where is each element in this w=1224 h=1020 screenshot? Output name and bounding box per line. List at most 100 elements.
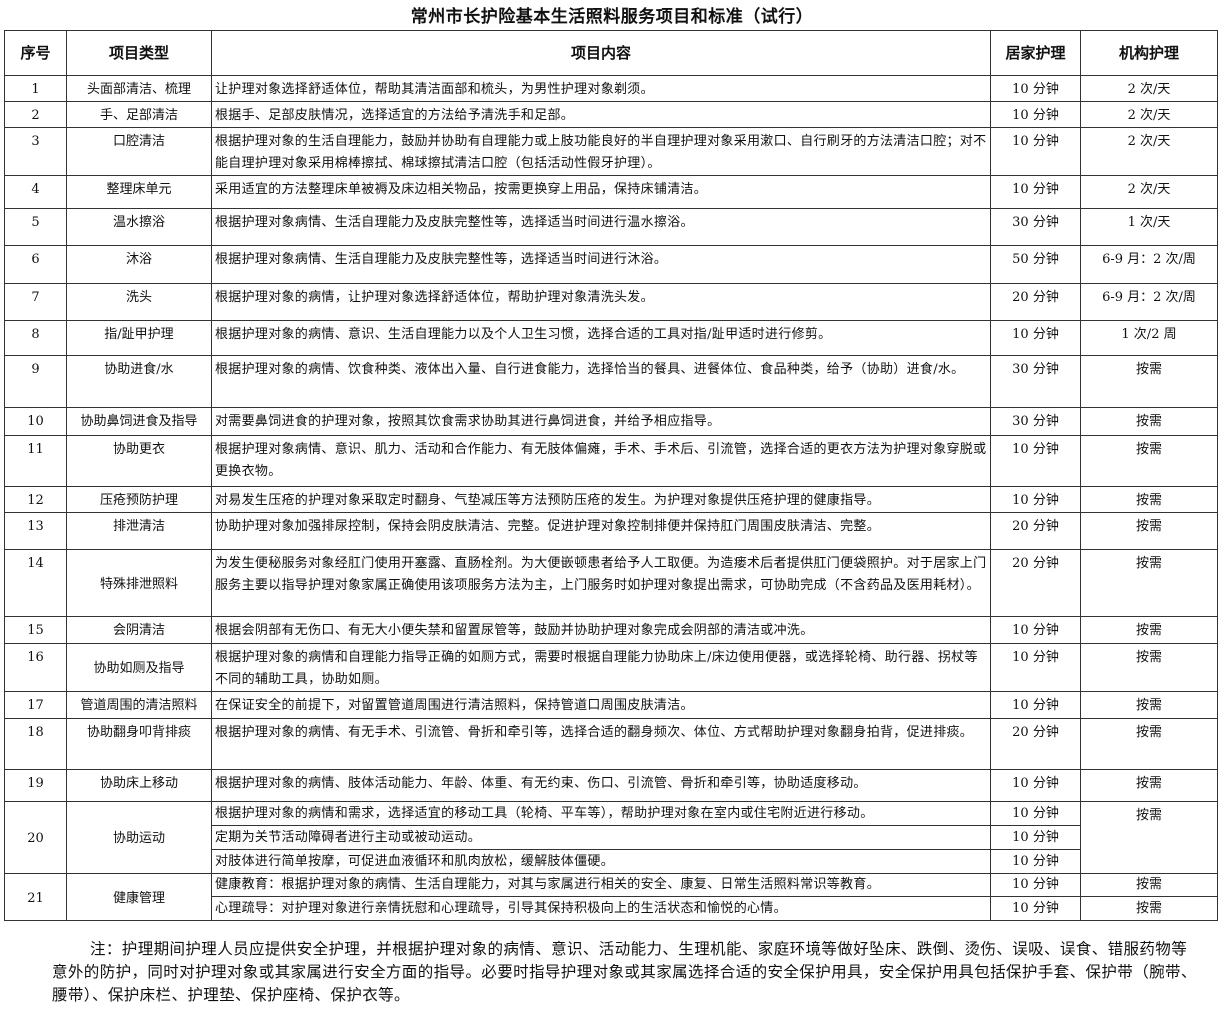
institution-care-frequency: 6-9 月：2 次/周 [1080, 283, 1218, 321]
item-content: 定期为关节活动障碍者进行主动或被动运动。 [211, 825, 991, 850]
item-content: 根据护理对象的病情、饮食种类、液体出入量、自行进食能力，选择恰当的餐具、进餐体位… [211, 355, 991, 408]
row-number: 5 [4, 208, 67, 246]
item-type: 排泄清洁 [66, 512, 212, 550]
home-care-duration: 10 分钟 [990, 873, 1081, 897]
row-number: 7 [4, 283, 67, 321]
institution-care-frequency: 按需 [1080, 896, 1218, 921]
home-care-duration: 50 分钟 [990, 245, 1081, 284]
item-content: 根据护理对象的病情、肢体活动能力、年龄、体重、有无约束、伤口、引流管、骨折和牵引… [211, 769, 991, 802]
item-content: 在保证安全的前提下，对留置管道周围进行清洁照料，保持管道口周围皮肤清洁。 [211, 691, 991, 719]
table-row: 20 协助运动 根据护理对象的病情和需求，选择适宜的移动工具（轮椅、平车等），帮助护… [4, 801, 1218, 874]
header-no: 序号 [4, 30, 67, 76]
home-care-duration: 10 分钟 [990, 127, 1081, 176]
row-number: 16 [4, 643, 67, 692]
item-content: 心理疏导：对护理对象进行亲情抚慰和心理疏导，引导其保持积极向上的生活状态和愉悦的… [211, 896, 991, 921]
row-number: 18 [4, 718, 67, 770]
home-care-duration: 30 分钟 [990, 355, 1081, 408]
item-type: 洗头 [66, 283, 212, 321]
table-row: 2 手、足部清洁 根据手、足部皮肤情况，选择适宜的方法给予清洗手和足部。 10 分钟 2… [4, 101, 1218, 128]
table-row: 14 特殊排泄照料 为发生便秘服务对象经肛门使用开塞露、直肠栓剂。为大便嵌顿患者给予… [4, 549, 1218, 617]
table-row: 心理疏导：对护理对象进行亲情抚慰和心理疏导，引导其保持积极向上的生活状态和愉悦的… [5, 896, 1218, 921]
item-content: 根据手、足部皮肤情况，选择适宜的方法给予清洗手和足部。 [211, 101, 991, 128]
item-type: 指/趾甲护理 [66, 320, 212, 356]
item-type: 协助床上移动 [66, 769, 212, 802]
home-care-duration: 20 分钟 [990, 718, 1081, 770]
item-type: 压疮预防护理 [66, 486, 212, 513]
item-content: 采用适宜的方法整理床单被褥及床边相关物品，按需更换穿上用品，保持床铺清洁。 [211, 175, 991, 209]
home-care-duration: 10 分钟 [990, 175, 1081, 209]
table-row: 12 压疮预防护理 对易发生压疮的护理对象采取定时翻身、气垫减压等方法预防压疮的发生… [4, 486, 1218, 513]
header-institution-care: 机构护理 [1080, 30, 1218, 76]
item-type: 温水擦浴 [66, 208, 212, 246]
item-type: 沐浴 [66, 245, 212, 284]
item-type: 整理床单元 [66, 175, 212, 209]
service-standards-table: 序号 项目类型 项目内容 居家护理 机构护理 1 头面部清洁、梳理 让护理对象选择舒… [4, 30, 1218, 921]
row-number: 12 [4, 486, 67, 513]
home-care-duration: 10 分钟 [990, 616, 1081, 644]
institution-care-frequency: 2 次/天 [1080, 127, 1218, 176]
table-row: 15 会阴清洁 根据会阴部有无伤口、有无大小便失禁和留置尿管等，鼓励并协助护理对象完… [4, 616, 1218, 644]
home-care-duration: 10 分钟 [990, 691, 1081, 719]
institution-care-frequency: 2 次/天 [1080, 75, 1218, 102]
institution-care-frequency: 按需 [1080, 616, 1218, 644]
item-content: 根据护理对象病情、生活自理能力及皮肤完整性等，选择适当时间进行沐浴。 [211, 245, 991, 284]
table-row: 定期为关节活动障碍者进行主动或被动运动。 10 分钟 [5, 825, 1218, 850]
home-care-duration: 10 分钟 [990, 769, 1081, 802]
item-content: 让护理对象选择舒适体位，帮助其清洁面部和梳头，为男性护理对象剃须。 [211, 75, 991, 102]
table-row: 8 指/趾甲护理 根据护理对象的病情、意识、生活自理能力以及个人卫生习惯，选择合适的… [4, 320, 1218, 356]
home-care-duration: 10 分钟 [990, 486, 1081, 513]
item-content: 为发生便秘服务对象经肛门使用开塞露、直肠栓剂。为大便嵌顿患者给予人工取便。为造瘘… [211, 549, 991, 617]
item-content: 根据护理对象的病情和自理能力指导正确的如厕方式，需要时根据自理能力协助床上/床边… [211, 643, 991, 692]
row-number: 13 [4, 512, 67, 550]
table-row: 5 温水擦浴 根据护理对象病情、生活自理能力及皮肤完整性等，选择适当时间进行温水擦浴… [4, 208, 1218, 246]
home-care-duration: 10 分钟 [990, 896, 1081, 921]
item-type: 协助运动 [66, 801, 212, 874]
item-type: 健康管理 [66, 873, 212, 921]
row-number: 6 [4, 245, 67, 284]
home-care-duration: 30 分钟 [990, 208, 1081, 246]
institution-care-frequency: 按需 [1080, 718, 1218, 770]
row-number: 17 [4, 691, 67, 719]
row-number: 10 [4, 407, 67, 436]
table-row: 3 口腔清洁 根据护理对象的生活自理能力，鼓励并协助有自理能力或上肢功能良好的半自理… [4, 127, 1218, 176]
row-number: 20 [4, 801, 67, 874]
table-row: 6 沐浴 根据护理对象病情、生活自理能力及皮肤完整性等，选择适当时间进行沐浴。 50 … [4, 245, 1218, 284]
item-content: 根据护理对象病情、意识、肌力、活动和合作能力、有无肢体偏瘫，手术、手术后、引流管… [211, 435, 991, 487]
row-number: 15 [4, 616, 67, 644]
table-row: 17 管道周围的清洁照料 在保证安全的前提下，对留置管道周围进行清洁照料，保持管道口… [4, 691, 1218, 719]
item-type: 协助更衣 [66, 435, 212, 487]
item-type: 协助如厕及指导 [66, 643, 212, 692]
home-care-duration: 30 分钟 [990, 407, 1081, 436]
item-type: 协助进食/水 [66, 355, 212, 408]
row-number: 11 [4, 435, 67, 487]
item-content: 根据护理对象的生活自理能力，鼓励并协助有自理能力或上肢功能良好的半自理护理对象采… [211, 127, 991, 176]
item-content: 根据护理对象病情、生活自理能力及皮肤完整性等，选择适当时间进行温水擦浴。 [211, 208, 991, 246]
institution-care-frequency: 按需 [1080, 769, 1218, 802]
table-row: 19 协助床上移动 根据护理对象的病情、肢体活动能力、年龄、体重、有无约束、伤口、引… [4, 769, 1218, 802]
item-content: 根据护理对象的病情、意识、生活自理能力以及个人卫生习惯，选择合适的工具对指/趾甲… [211, 320, 991, 356]
institution-care-frequency: 按需 [1080, 355, 1218, 408]
institution-care-frequency: 按需 [1080, 435, 1218, 487]
institution-care-frequency: 按需 [1080, 407, 1218, 436]
page-title: 常州市长护险基本生活照料服务项目和标准（试行） [410, 7, 814, 27]
institution-care-frequency: 按需 [1080, 486, 1218, 513]
item-type: 特殊排泄照料 [66, 549, 212, 617]
item-type: 协助鼻饲进食及指导 [66, 407, 212, 436]
item-content: 根据护理对象的病情、有无手术、引流管、骨折和牵引等，选择合适的翻身频次、体位、方… [211, 718, 991, 770]
item-content: 对肢体进行简单按摩，可促进血液循环和肌肉放松，缓解肢体僵硬。 [211, 849, 991, 874]
table-row: 16 协助如厕及指导 根据护理对象的病情和自理能力指导正确的如厕方式，需要时根据自理… [4, 643, 1218, 692]
institution-care-frequency: 6-9 月：2 次/周 [1080, 245, 1218, 284]
header-home-care: 居家护理 [990, 30, 1081, 76]
item-type: 管道周围的清洁照料 [66, 691, 212, 719]
row-number: 14 [4, 549, 67, 617]
home-care-duration: 20 分钟 [990, 512, 1081, 550]
home-care-duration: 10 分钟 [990, 849, 1081, 874]
header-row: 序号 项目类型 项目内容 居家护理 机构护理 [4, 30, 1218, 76]
home-care-duration: 10 分钟 [990, 435, 1081, 487]
row-number: 3 [4, 127, 67, 176]
table-row: 21 健康管理 健康教育：根据护理对象的病情、生活自理能力，对其与家属进行相关的安全… [4, 873, 1218, 921]
item-content: 协助护理对象加强排尿控制，保持会阴皮肤清洁、完整。促进护理对象控制排便并保持肛门… [211, 512, 991, 550]
item-type: 口腔清洁 [66, 127, 212, 176]
row-number: 4 [4, 175, 67, 209]
home-care-duration: 10 分钟 [990, 75, 1081, 102]
